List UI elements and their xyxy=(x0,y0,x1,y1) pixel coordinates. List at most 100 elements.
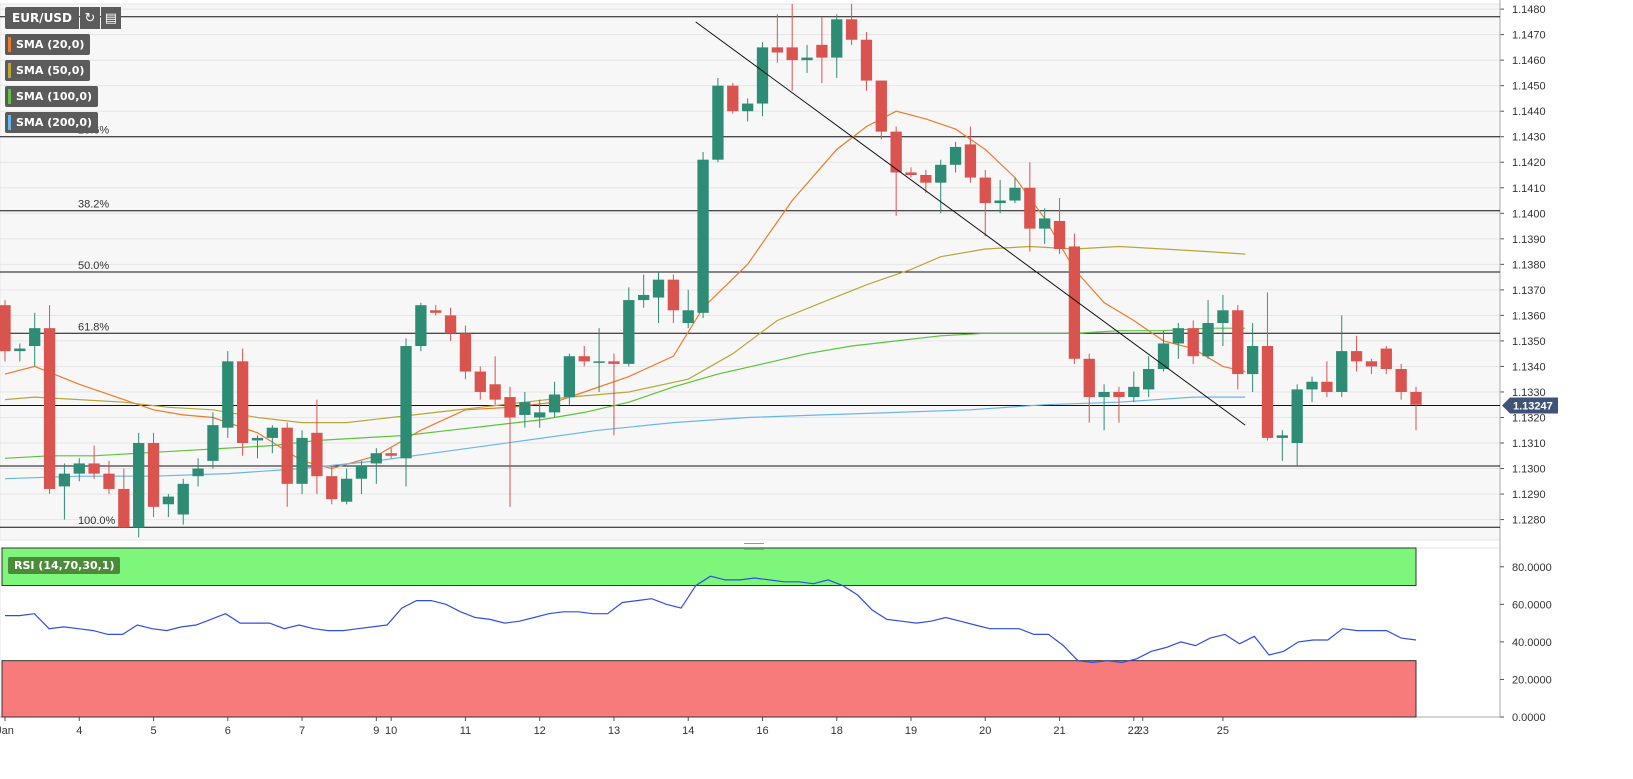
candle-body xyxy=(682,310,694,324)
candle-body xyxy=(1009,187,1021,201)
time-tick-label: 23 xyxy=(1137,725,1149,737)
candle-body xyxy=(192,468,204,477)
candle-body xyxy=(1350,351,1363,362)
candle-body xyxy=(370,453,382,464)
candle-body xyxy=(415,305,427,347)
legend-swatch xyxy=(8,37,11,52)
candle-body xyxy=(1232,310,1244,375)
candle-body xyxy=(875,80,887,132)
price-tick-label: 1.1350 xyxy=(1512,336,1546,348)
candle-body xyxy=(667,279,680,311)
candle-body xyxy=(251,437,264,441)
candle-body xyxy=(920,175,932,183)
candle-body xyxy=(88,463,100,474)
candle-body xyxy=(326,476,338,500)
legend-item[interactable]: SMA (50,0) xyxy=(5,60,91,81)
candle-body xyxy=(1172,328,1185,344)
price-tick-label: 1.1440 xyxy=(1512,106,1546,118)
time-tick-label: 7 xyxy=(299,725,305,737)
price-tick-label: 1.1330 xyxy=(1512,387,1546,399)
price-tick-label: 1.1320 xyxy=(1512,412,1546,424)
fibonacci-level-label: 50.0% xyxy=(78,260,109,272)
candle-body xyxy=(1068,246,1081,359)
candle-body xyxy=(504,397,516,418)
candle-body xyxy=(1410,391,1422,405)
candle-body xyxy=(73,463,85,474)
candle-body xyxy=(935,164,947,183)
candle-body xyxy=(1380,348,1392,369)
candle-body xyxy=(1187,328,1199,357)
time-tick-label: 11 xyxy=(460,725,471,737)
rsi-overbought-zone xyxy=(1,547,1417,587)
candle-body xyxy=(964,144,977,178)
price-tick-label: 1.1300 xyxy=(1512,464,1546,476)
candle-body xyxy=(162,496,175,505)
candle-body xyxy=(697,159,709,313)
candle-body xyxy=(355,465,368,479)
legend-label: SMA (100,0) xyxy=(16,90,93,103)
candle-body xyxy=(756,47,769,104)
chart-settings-icon[interactable]: ▤ xyxy=(100,7,121,29)
candle-body xyxy=(623,300,635,364)
candle-body xyxy=(890,131,902,173)
legend-item[interactable]: SMA (100,0) xyxy=(5,86,99,107)
candle-body xyxy=(1098,391,1110,398)
legend-swatch xyxy=(8,115,11,130)
candle-body xyxy=(860,39,873,81)
price-tick-label: 1.1290 xyxy=(1512,489,1546,501)
time-tick-label: 6 xyxy=(225,725,231,737)
legend-item[interactable]: SMA (20,0) xyxy=(5,34,91,55)
candle-body xyxy=(266,427,278,438)
time-tick-label: 19 xyxy=(905,725,917,737)
fibonacci-level-label: 61.8% xyxy=(78,321,109,333)
price-tick-label: 1.1430 xyxy=(1512,132,1546,144)
candle-body xyxy=(1053,220,1066,250)
candle-body xyxy=(1039,218,1051,229)
time-tick-label: 25 xyxy=(1217,725,1229,737)
symbol-label[interactable]: EUR/USD xyxy=(5,7,79,29)
candle-body xyxy=(638,294,650,301)
time-tick-label: 16 xyxy=(756,725,768,737)
price-tick-label: 1.1460 xyxy=(1512,55,1546,67)
candle-body xyxy=(14,348,26,352)
candle-body xyxy=(177,483,189,515)
rsi-tick-label: 0.0000 xyxy=(1512,712,1546,724)
candle-body xyxy=(222,361,234,428)
legend-label: SMA (200,0) xyxy=(16,116,93,129)
rsi-oversold-zone xyxy=(1,660,1417,718)
candle-body xyxy=(43,328,56,489)
candle-body xyxy=(816,44,828,58)
price-tick-label: 1.1280 xyxy=(1512,515,1546,527)
rsi-tick-label: 40.0000 xyxy=(1512,637,1552,649)
price-tick-label: 1.1380 xyxy=(1512,259,1546,271)
rsi-tick-label: 20.0000 xyxy=(1512,674,1552,686)
candle-body xyxy=(103,473,115,489)
rsi-indicator-label[interactable]: RSI (14,70,30,1) xyxy=(8,557,121,574)
time-tick-label: 20 xyxy=(979,725,991,737)
pane-splitter-handle[interactable] xyxy=(744,543,764,550)
candle-body xyxy=(58,473,71,487)
symbol-toolbar: EUR/USD ↻ ▤ xyxy=(5,7,121,29)
candle-body xyxy=(1113,391,1125,398)
time-tick-label: 18 xyxy=(831,725,843,737)
candle-body xyxy=(385,453,397,456)
price-tick-label: 1.1400 xyxy=(1512,208,1546,220)
candle-body xyxy=(949,146,962,165)
candle-body xyxy=(1217,310,1229,324)
candle-body xyxy=(563,356,576,398)
candle-body xyxy=(311,432,323,477)
candle-body xyxy=(712,85,724,160)
price-tick-label: 1.1450 xyxy=(1512,81,1546,93)
candle-body xyxy=(1246,346,1259,375)
refresh-icon[interactable]: ↻ xyxy=(79,7,100,29)
time-tick-label: 13 xyxy=(608,725,620,737)
candle-body xyxy=(831,19,843,58)
candle-body xyxy=(578,356,590,362)
legend-swatch xyxy=(8,89,11,104)
legend-item[interactable]: SMA (200,0) xyxy=(5,112,99,133)
time-tick-label: Jan xyxy=(0,725,14,737)
price-tick-label: 1.1360 xyxy=(1512,310,1546,322)
candle-body xyxy=(133,443,145,528)
rsi-line xyxy=(5,575,1417,664)
